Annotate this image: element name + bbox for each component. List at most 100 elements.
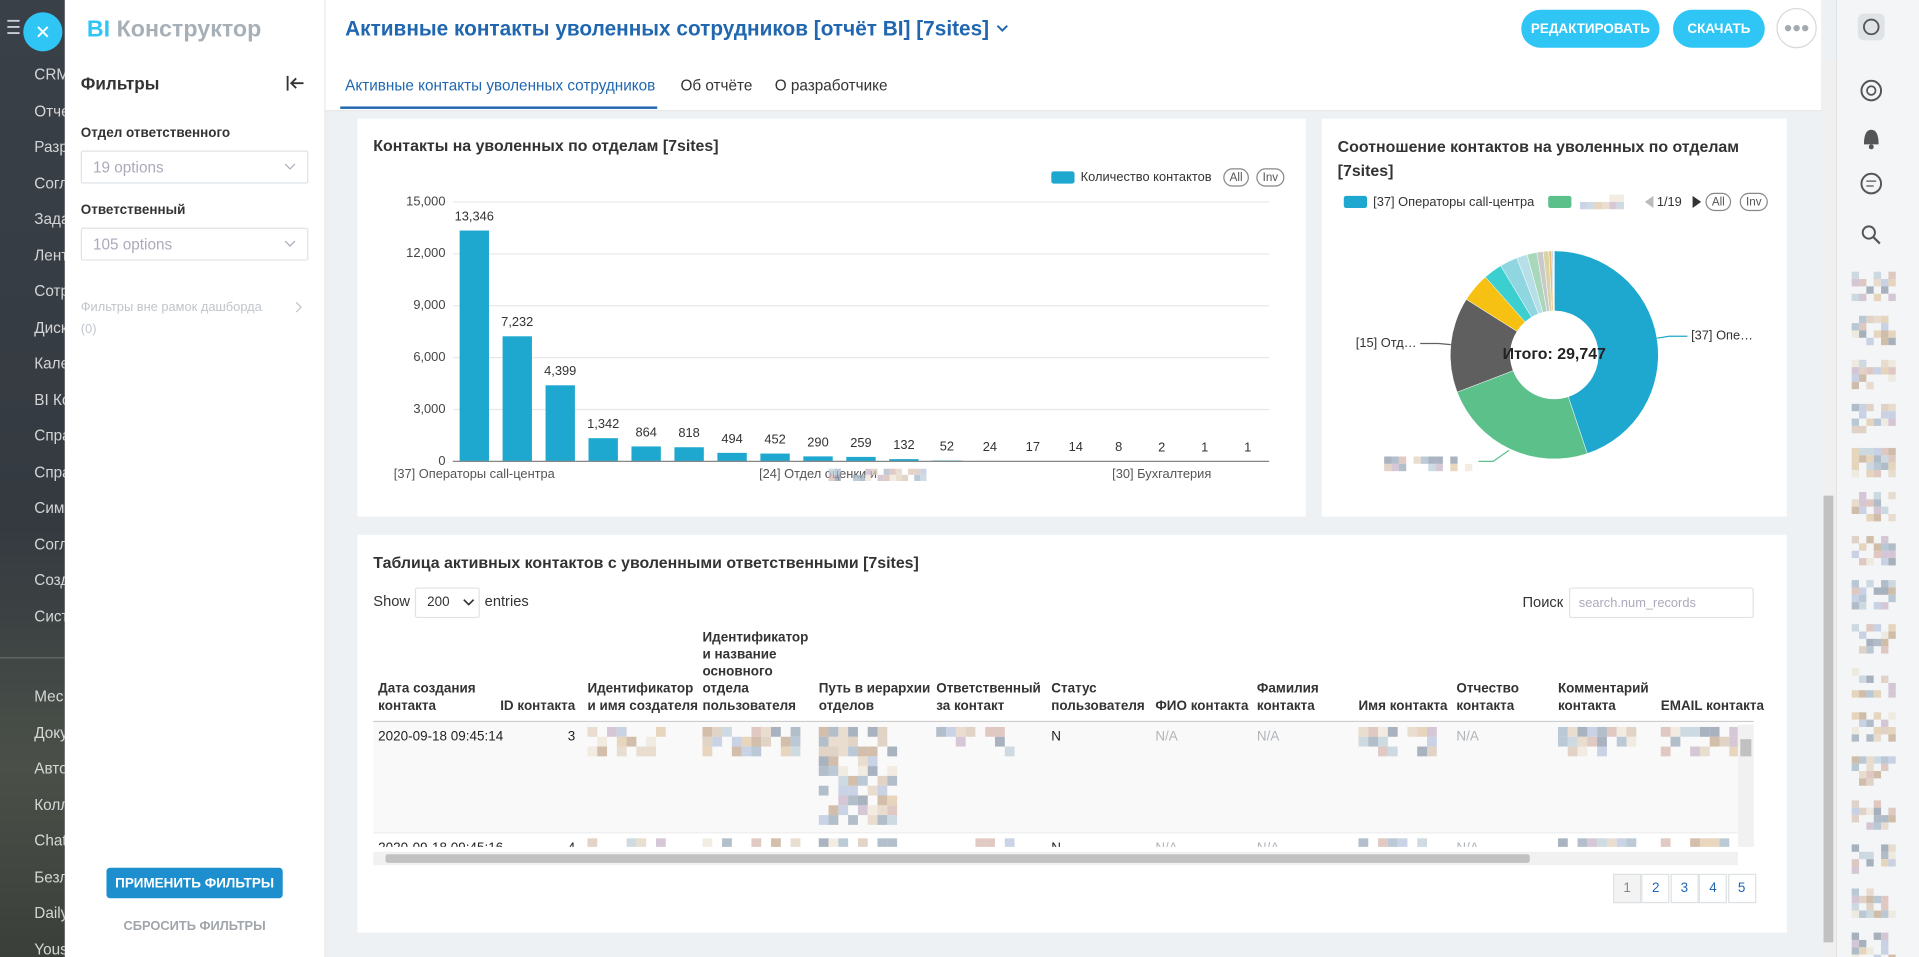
legend-button[interactable] xyxy=(1739,192,1768,212)
legend-button[interactable] xyxy=(1256,168,1285,187)
column-header[interactable]: Путь в иерархии отделов xyxy=(818,681,931,714)
blur-pixel xyxy=(1873,734,1882,742)
menu-item[interactable]: Доку xyxy=(34,723,65,742)
menu-item[interactable]: Спра xyxy=(34,427,65,445)
column-header[interactable]: Дата создания контакта xyxy=(378,681,476,714)
filter-select[interactable]: 105 options xyxy=(80,227,309,261)
search-icon[interactable] xyxy=(1861,225,1876,240)
outside-filters[interactable]: Фильтры вне рамок дашборда xyxy=(80,299,262,315)
menu-item[interactable]: Согл xyxy=(34,535,65,553)
page-button[interactable]: 4 xyxy=(1698,873,1728,904)
blur-pixel xyxy=(1435,456,1443,464)
menu-item[interactable]: Диск xyxy=(34,318,65,336)
goal-icon[interactable] xyxy=(1860,79,1883,102)
leader-line xyxy=(1420,342,1451,346)
blur-pixel xyxy=(1866,514,1874,522)
collapse-icon[interactable] xyxy=(285,73,305,93)
blur-pixel xyxy=(828,838,839,847)
column-header[interactable]: Фамилия контакта xyxy=(1256,681,1319,714)
title-chevron[interactable] xyxy=(989,21,1016,38)
menu-item[interactable]: Зада xyxy=(34,210,65,228)
legend-prev[interactable] xyxy=(1644,195,1654,209)
blur-pixel xyxy=(1660,746,1671,757)
legend-button[interactable] xyxy=(1705,192,1732,212)
page-thumb[interactable] xyxy=(1823,495,1834,943)
column-header[interactable]: Ответственный за контакт xyxy=(936,681,1041,714)
blur-pixel xyxy=(1866,580,1874,588)
v-thumb[interactable] xyxy=(1740,739,1752,757)
blur-pixel xyxy=(1866,638,1874,647)
chat-icon[interactable] xyxy=(1860,172,1883,195)
menu-item[interactable]: Кале xyxy=(34,354,65,373)
menu-item[interactable]: Отче xyxy=(34,102,65,120)
help-icon[interactable] xyxy=(1857,13,1885,41)
h-scrollbar[interactable] xyxy=(373,851,1738,866)
menu-item[interactable]: Разр xyxy=(34,138,65,156)
menu-item[interactable]: Согл xyxy=(34,174,65,192)
bell-icon[interactable] xyxy=(1863,129,1879,145)
column-header[interactable]: Статус пользователя xyxy=(1051,681,1145,714)
menu-item[interactable]: Лент xyxy=(34,246,65,264)
edit-button[interactable]: РЕДАКТИРОВАТЬ xyxy=(1521,9,1660,48)
page-button[interactable]: 1 xyxy=(1613,873,1642,904)
blur-pixel xyxy=(1873,315,1882,324)
menu-item[interactable]: Сим xyxy=(34,499,65,517)
menu-item[interactable]: CRM xyxy=(34,66,65,84)
page-button[interactable]: 3 xyxy=(1670,873,1699,904)
column-header[interactable]: Имя контакта xyxy=(1358,698,1448,714)
column-header[interactable]: ФИО контакта xyxy=(1155,698,1249,714)
more-button[interactable] xyxy=(1776,7,1820,51)
blurred-content xyxy=(1851,271,1896,302)
menu-item[interactable]: Безл xyxy=(34,868,65,886)
legend-label[interactable]: Количество контактов xyxy=(1081,169,1212,184)
page-size-select[interactable]: 200 xyxy=(414,587,480,619)
page-scrollbar[interactable] xyxy=(1821,61,1836,957)
h-thumb[interactable] xyxy=(385,854,1530,863)
menu-item[interactable]: Chat xyxy=(34,832,65,850)
v-scrollbar[interactable] xyxy=(1737,724,1754,847)
blur-pixel xyxy=(1866,690,1874,698)
menu-item[interactable]: Мес xyxy=(34,687,64,705)
page-button[interactable]: 2 xyxy=(1641,873,1670,904)
menu-item[interactable]: Сотр xyxy=(34,282,65,300)
reset-button[interactable]: СБРОСИТЬ ФИЛЬТРЫ xyxy=(123,919,266,934)
menu-item[interactable]: Yous xyxy=(34,940,65,957)
legend-button[interactable] xyxy=(1223,168,1249,187)
blur-pixel xyxy=(1616,838,1627,847)
legend-label[interactable]: [37] Операторы call-центра xyxy=(1373,194,1535,209)
blur-pixel xyxy=(1866,337,1874,346)
blurred-content xyxy=(936,838,1015,847)
menu-item[interactable]: Авто xyxy=(34,760,65,778)
menu-item[interactable]: Спра xyxy=(34,463,65,481)
blur-pixel xyxy=(857,838,868,847)
filter-select[interactable]: 19 options xyxy=(80,150,309,184)
menu-item[interactable]: Сист xyxy=(34,607,65,625)
blur-pixel xyxy=(1881,286,1889,294)
column-header[interactable]: EMAIL контакта xyxy=(1660,698,1764,714)
menu-item[interactable]: Колл xyxy=(34,796,65,814)
blur-pixel xyxy=(1881,330,1889,338)
menu-item[interactable]: Созд xyxy=(34,571,65,589)
blur-pixel xyxy=(1680,726,1691,737)
legend-next[interactable] xyxy=(1692,195,1702,209)
search-input[interactable]: search.num_records xyxy=(1568,587,1754,619)
tab[interactable]: Об отчёте xyxy=(680,77,753,95)
apply-button[interactable]: ПРИМЕНИТЬ ФИЛЬТРЫ xyxy=(106,867,283,899)
tab[interactable]: Активные контакты уволенных сотрудников xyxy=(345,77,656,95)
blur-pixel xyxy=(985,726,995,737)
tab[interactable]: О разработчике xyxy=(774,77,888,95)
column-header[interactable]: Отчество контакта xyxy=(1456,681,1519,714)
menu-item[interactable]: Daily xyxy=(34,904,65,922)
value-label: 17 xyxy=(1026,439,1040,454)
blur-pixel xyxy=(1888,411,1896,419)
column-header[interactable]: ID контакта xyxy=(500,698,576,714)
hamburger[interactable] xyxy=(7,19,20,34)
download-button[interactable]: СКАЧАТЬ xyxy=(1673,9,1765,48)
page-button[interactable]: 5 xyxy=(1727,873,1756,904)
table-cell: N/A xyxy=(1257,841,1279,847)
column-header[interactable]: Идентификатор и имя создателя xyxy=(587,681,699,714)
blur-pixel xyxy=(1851,859,1860,867)
column-header[interactable]: Комментарий контакта xyxy=(1557,681,1649,714)
menu-item[interactable]: BI Ко xyxy=(34,391,65,409)
column-header[interactable]: Идентификатор и название основного отдел… xyxy=(702,630,809,714)
